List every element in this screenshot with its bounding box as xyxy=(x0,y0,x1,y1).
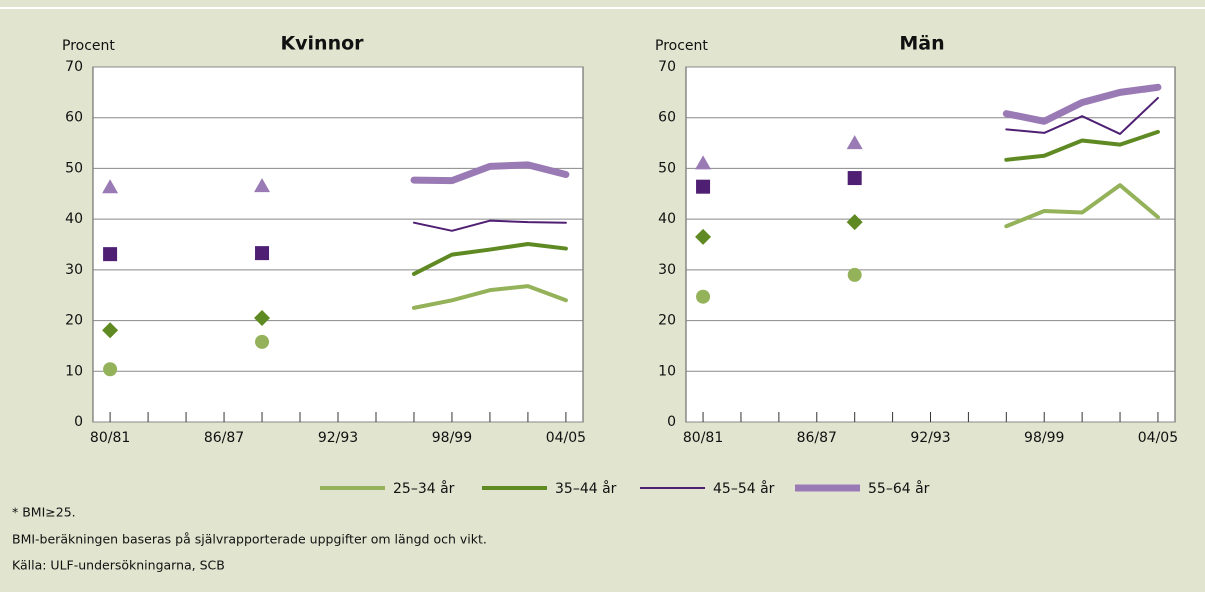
y-tick-label: 20 xyxy=(658,313,676,329)
x-tick-label: 86/87 xyxy=(204,430,244,446)
y-tick-label: 30 xyxy=(65,262,83,278)
y-axis-label: Procent xyxy=(655,38,708,54)
marker xyxy=(847,267,862,282)
marker xyxy=(696,289,711,304)
series-line xyxy=(412,219,567,232)
marker xyxy=(254,310,271,327)
marker xyxy=(255,246,270,261)
y-tick-label: 70 xyxy=(658,59,676,75)
legend-label: 45–54 år xyxy=(713,480,775,497)
y-tick-label: 10 xyxy=(65,363,83,379)
note: * BMI≥25. xyxy=(12,505,76,520)
y-tick-label: 30 xyxy=(658,262,676,278)
plot-area xyxy=(685,66,1176,423)
plot-area xyxy=(92,66,584,423)
marker xyxy=(695,228,712,245)
legend-label: 55–64 år xyxy=(868,480,930,497)
y-tick-label: 60 xyxy=(65,110,83,126)
series-line xyxy=(410,161,570,185)
y-tick-label: 50 xyxy=(658,160,676,176)
chart-title: Kvinnor xyxy=(280,33,364,55)
y-tick-label: 70 xyxy=(65,59,83,75)
x-tick-label: 98/99 xyxy=(432,430,472,446)
marker xyxy=(696,179,711,194)
marker xyxy=(103,362,118,377)
series-line xyxy=(1005,96,1159,135)
marker xyxy=(254,178,271,193)
legend-label: 25–34 år xyxy=(393,480,455,497)
marker xyxy=(255,334,270,349)
x-tick-label: 80/81 xyxy=(683,430,723,446)
x-tick-label: 86/87 xyxy=(797,430,837,446)
y-tick-label: 50 xyxy=(65,160,83,176)
marker xyxy=(846,135,863,150)
x-tick-label: 92/93 xyxy=(910,430,950,446)
legend-label: 35–44 år xyxy=(555,480,617,497)
y-tick-label: 40 xyxy=(658,211,676,227)
y-tick-label: 40 xyxy=(65,211,83,227)
y-tick-label: 20 xyxy=(65,313,83,329)
series-line xyxy=(411,284,568,310)
y-tick-label: 10 xyxy=(658,363,676,379)
marker xyxy=(102,322,119,339)
y-tick-label: 0 xyxy=(74,414,83,430)
series-line xyxy=(411,241,568,276)
y-axis-label: Procent xyxy=(62,38,115,54)
y-tick-label: 0 xyxy=(667,414,676,430)
x-tick-label: 92/93 xyxy=(318,430,358,446)
marker xyxy=(847,171,862,186)
marker xyxy=(102,179,119,194)
y-tick-label: 60 xyxy=(658,110,676,126)
x-tick-label: 04/05 xyxy=(546,430,586,446)
note: Källa: ULF-undersökningarna, SCB xyxy=(12,558,225,573)
series-line xyxy=(1002,83,1162,125)
marker xyxy=(695,155,712,170)
x-tick-label: 80/81 xyxy=(90,430,130,446)
chart-title: Män xyxy=(899,33,944,55)
note: BMI-beräkningen baseras på självrapporte… xyxy=(12,532,487,547)
x-tick-label: 04/05 xyxy=(1138,430,1178,446)
series-line xyxy=(1004,129,1160,162)
marker xyxy=(103,247,118,262)
x-tick-label: 98/99 xyxy=(1024,430,1064,446)
marker xyxy=(846,214,863,231)
series-line xyxy=(1004,183,1160,229)
